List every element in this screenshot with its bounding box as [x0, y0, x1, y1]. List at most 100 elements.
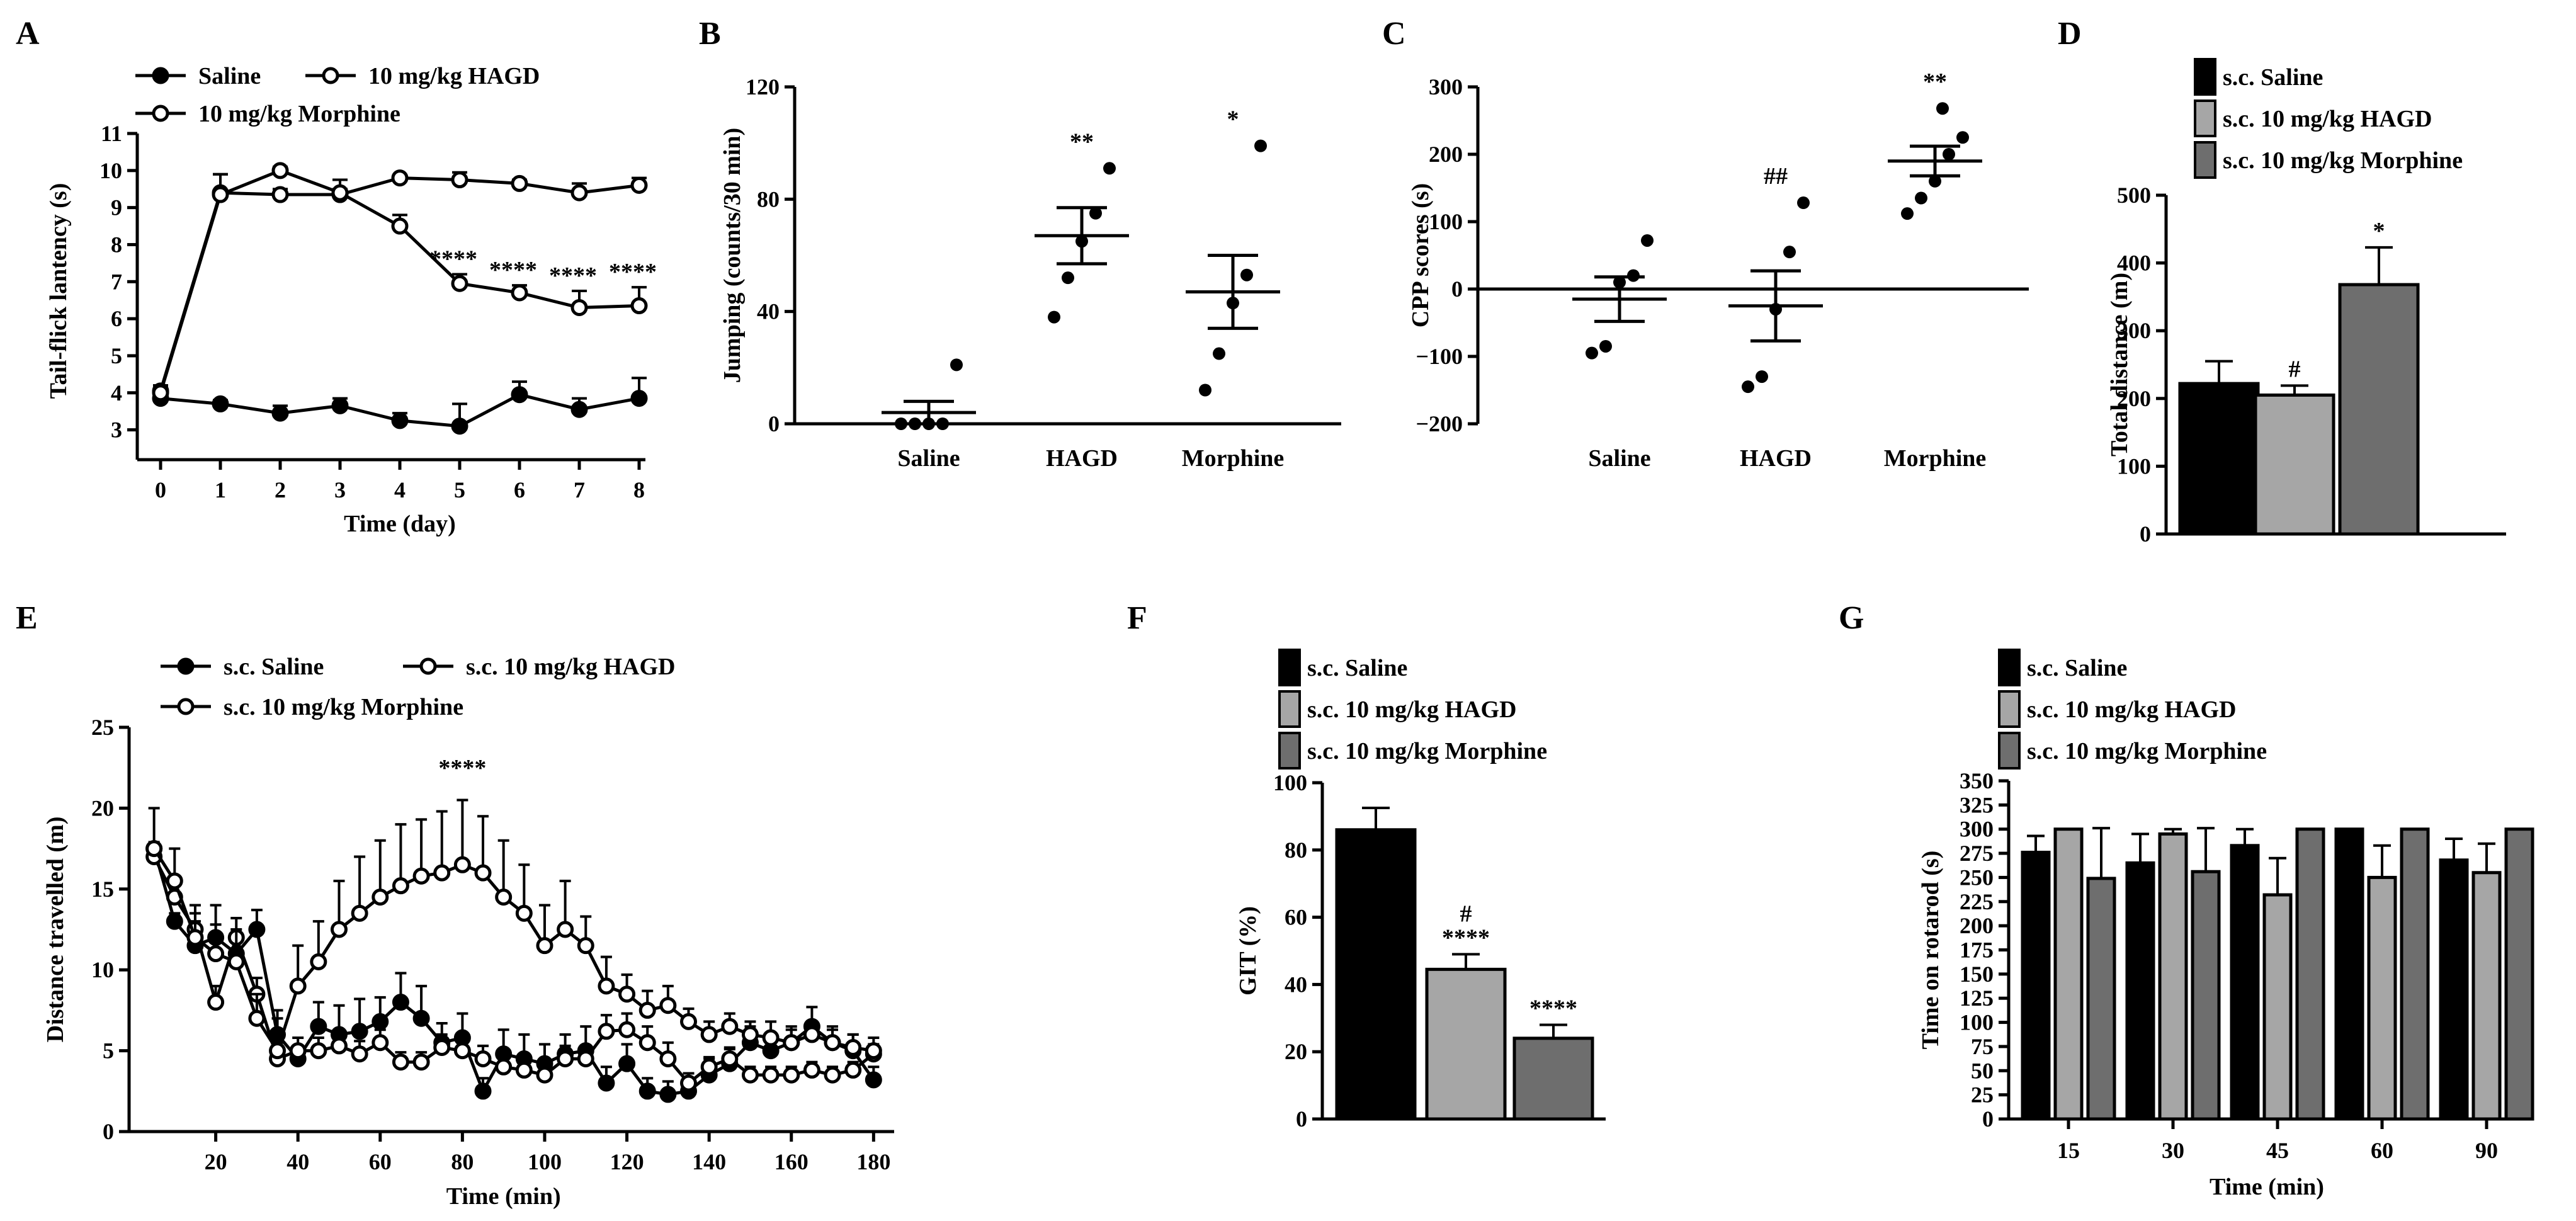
data-point — [351, 904, 368, 922]
data-point — [166, 912, 183, 930]
data-point — [1103, 162, 1116, 175]
category-label: Morphine — [1182, 445, 1285, 472]
y-tick-label: 20 — [91, 795, 114, 821]
data-point — [1929, 174, 1941, 188]
panel-letter-c: C — [1382, 16, 1406, 52]
bar — [2400, 827, 2430, 1121]
category-label: HAGD — [1740, 445, 1812, 472]
significance-label: # — [1460, 900, 1472, 927]
y-tick-label: 40 — [757, 299, 780, 324]
significance-label: * — [1227, 106, 1239, 133]
y-tick-label: 250 — [1960, 865, 1994, 890]
significance-label: # — [2289, 356, 2301, 382]
data-point — [248, 1009, 266, 1027]
significance-label: **** — [1529, 995, 1577, 1021]
legend-item-morphine-label: s.c. 10 mg/kg Morphine — [224, 694, 463, 720]
panel-a: 3 4 5 6 7 8 9 10 11 Tail-flick lantency (s) 0 1 2 3 4 5… — [45, 63, 657, 537]
data-point — [495, 889, 513, 906]
bar-group-0 — [1335, 807, 1417, 1121]
series-2 — [152, 162, 648, 402]
panel-c: −200 −100 0 100 200 300 CPP scores (s) Saline HA… — [1407, 69, 2029, 472]
group-morphine — [1186, 139, 1280, 397]
data-point — [598, 977, 615, 995]
data-point — [1915, 191, 1927, 205]
y-tick-label: 200 — [1960, 913, 1994, 938]
y-tick-label: 9 — [111, 195, 122, 220]
legend-item-morphine-label: 10 mg/kg Morphine — [198, 101, 400, 127]
panel-letter-f: F — [1127, 600, 1147, 636]
time-group-90 — [2439, 827, 2534, 1121]
legend-f: s.c. Saline s.c. 10 mg/kg HAGD s.c. 10 mg/… — [1278, 649, 1547, 770]
bar-group-2 — [2338, 246, 2420, 536]
bar — [2439, 858, 2469, 1121]
bar — [2125, 861, 2155, 1121]
data-point — [310, 1018, 327, 1035]
x-tick-label: 7 — [574, 477, 585, 503]
legend-item-2-swatch — [1278, 732, 1301, 770]
data-point — [865, 1042, 882, 1060]
series-0 — [152, 377, 648, 435]
bar — [2021, 851, 2051, 1121]
y-tick-label: 15 — [91, 877, 114, 902]
data-point — [212, 186, 229, 203]
significance-label: **** — [1442, 924, 1490, 951]
x-tick-label: 90 — [2475, 1138, 2498, 1163]
data-point — [618, 1021, 636, 1038]
data-point — [227, 953, 245, 970]
data-point — [1254, 139, 1267, 152]
y-axis-label: CPP scores (s) — [1407, 183, 1434, 327]
panel-d: 0 100 200 300 400 500 Total distance (m) # * s.c.… — [2106, 58, 2506, 547]
category-label: Morphine — [1884, 445, 1987, 472]
time-group-30 — [2125, 827, 2221, 1121]
data-point — [1213, 347, 1225, 360]
x-tick-label: 45 — [2266, 1138, 2289, 1163]
y-tick-label: 0 — [1451, 276, 1463, 302]
data-point — [659, 997, 677, 1014]
data-point — [803, 1061, 820, 1079]
data-point — [598, 1074, 615, 1092]
time-group-60 — [2334, 827, 2430, 1121]
data-point — [212, 395, 229, 412]
legend-item-2-label: s.c. 10 mg/kg Morphine — [2027, 738, 2267, 764]
x-tick-label: 4 — [394, 477, 406, 503]
significance-label: **** — [489, 257, 537, 283]
legend-item-0-label: s.c. Saline — [2027, 655, 2127, 681]
y-tick-label: 100 — [1960, 1010, 1994, 1035]
legend-item-1-swatch — [1278, 690, 1301, 728]
data-point — [536, 1066, 553, 1084]
y-tick-label: 4 — [111, 380, 122, 406]
data-point — [186, 929, 204, 946]
y-tick-label: 25 — [91, 715, 114, 740]
y-tick-label: 100 — [2117, 453, 2151, 479]
data-point — [557, 1050, 574, 1067]
x-tick-label: 80 — [451, 1149, 474, 1174]
x-tick-label: 20 — [205, 1149, 227, 1174]
panel-letter-b: B — [699, 16, 721, 52]
group-morphine — [1888, 102, 1982, 220]
data-point — [638, 1001, 656, 1019]
legend-item-0-swatch — [1278, 649, 1301, 686]
y-tick-label: 400 — [2117, 251, 2151, 276]
y-axis-label: Total distance (m) — [2106, 273, 2133, 457]
bar — [2053, 827, 2084, 1121]
data-point — [433, 1038, 451, 1056]
data-point — [1048, 310, 1060, 324]
data-point — [271, 186, 289, 203]
data-point — [391, 217, 409, 235]
y-axis-label: Tail-flick lantency (s) — [45, 183, 72, 399]
data-point — [1943, 148, 1955, 161]
data-point — [1783, 246, 1796, 259]
y-tick-label: −200 — [1416, 411, 1463, 436]
x-tick-label: 0 — [155, 477, 166, 503]
data-point — [762, 1066, 780, 1084]
data-point — [844, 1038, 862, 1056]
legend-item-morphine-marker — [177, 698, 195, 715]
data-point — [1240, 268, 1253, 281]
series-line — [152, 848, 875, 1096]
data-point — [1627, 269, 1640, 282]
category-label: Saline — [1588, 445, 1650, 472]
panel-letter-d: D — [2058, 16, 2082, 52]
data-point — [453, 856, 471, 873]
data-point — [577, 937, 594, 955]
